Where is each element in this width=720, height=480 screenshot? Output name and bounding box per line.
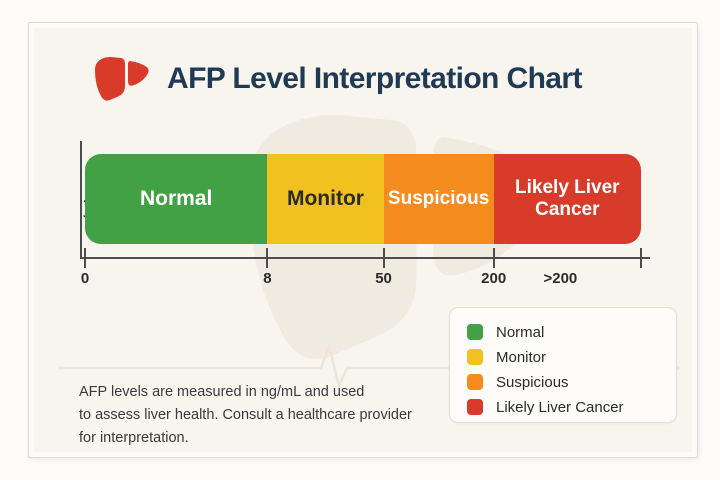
scale-segment-label: Likely Liver Cancer [515,177,620,220]
header: AFP Level Interpretation Chart [89,51,669,107]
scale-segment-monitor: Monitor [267,154,384,244]
footnote-line: for interpretation. [79,430,189,446]
scale-segment-label: Suspicious [387,188,490,210]
axis-tick-label: >200 [543,270,578,287]
axis-tick [492,248,495,268]
footnote: AFP levels are measured in ng/mL and use… [79,381,449,450]
scale-bar: Normal Monitor Suspicious Likely Liver Canc… [85,154,641,244]
axis-ticks [84,248,642,268]
scale-segment-normal: Normal [85,154,268,244]
scale-segment-label: Monitor [286,186,364,210]
legend-label: Suspicious [496,373,569,391]
legend-label: Likely Liver Cancer [496,398,624,416]
legend-label: Normal [496,323,545,341]
legend-swatch [467,374,483,390]
axis-tick-label: 200 [481,270,507,287]
axis-tick [266,248,269,268]
scale-segment-suspicious: Suspicious [383,154,494,244]
legend-item-normal: Normal [467,320,676,344]
axis-tick-label: 0 [80,270,90,287]
legend-swatch [467,349,483,365]
x-axis-line [80,257,650,259]
axis-tick [84,248,86,268]
liver-icon [95,57,149,101]
scale-segment-label: Normal [140,186,213,210]
legend: Normal Monitor Suspicious Likely Liver Canc… [449,307,677,423]
legend-item-monitor: Monitor [467,345,676,369]
axis-tick-label: 50 [375,270,392,287]
legend-swatch [467,399,483,415]
footnote-line: to assess liver health. Consult a health… [79,407,412,423]
legend-item-suspicious: Suspicious [467,370,676,394]
axis-tick-label: 8 [263,270,272,287]
page-title: AFP Level Interpretation Chart [167,62,582,95]
legend-item-likely-liver-cancer: Likely Liver Cancer [467,395,676,419]
axis-tick-labels: 0 8 50 200 >200 [81,270,641,290]
axis-tick [382,248,385,268]
legend-label: Monitor [496,348,547,366]
footnote-line: AFP levels are measured in ng/mL and use… [79,384,365,400]
legend-swatch [467,324,483,340]
y-axis-line [80,141,82,259]
axis-tick [640,248,642,268]
framed-card: AFP Level Interpretation Chart ng/mL Nor… [28,22,698,458]
scale-segment-likely-liver-cancer: Likely Liver Cancer [493,154,641,244]
